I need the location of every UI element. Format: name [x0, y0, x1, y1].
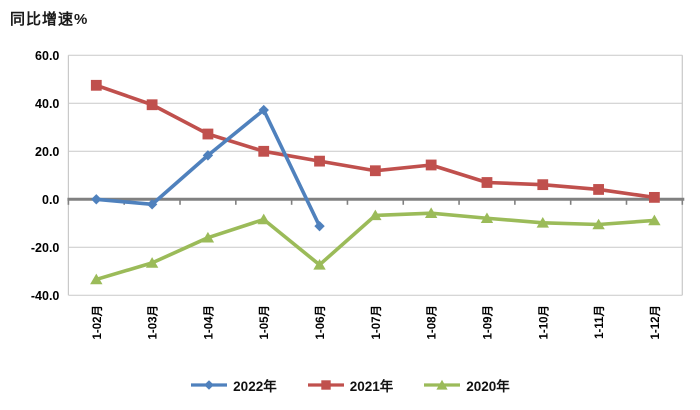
- triangle-marker-icon: [436, 379, 448, 390]
- legend-item-2021年: 2021年: [307, 375, 394, 395]
- square-marker: [202, 128, 214, 140]
- triangle-marker: [592, 218, 605, 230]
- square-marker: [369, 165, 381, 177]
- x-tick-label: 1-12月: [649, 305, 662, 340]
- diamond-marker: [314, 220, 325, 232]
- square-marker: [258, 145, 270, 157]
- square-marker: [425, 159, 437, 171]
- x-tick-label: 1-06月: [314, 305, 327, 340]
- legend-label: 2020年: [466, 379, 510, 394]
- legend-swatch: [424, 379, 461, 390]
- x-tick-label: 1-03月: [147, 305, 160, 340]
- x-tick-label: 1-07月: [370, 305, 383, 340]
- series-line-2020年: [94, 211, 657, 282]
- legend-swatch: [191, 380, 228, 390]
- x-tick-label: 1-05月: [258, 305, 271, 340]
- diamond-marker: [258, 104, 269, 116]
- square-marker-icon: [321, 380, 331, 390]
- x-tick-label: 1-02月: [91, 305, 104, 340]
- triangle-marker: [369, 209, 382, 221]
- y-tick-label: 60.0: [35, 49, 59, 63]
- diamond-marker-icon: [204, 380, 214, 390]
- x-tick-label: 1-11月: [593, 305, 606, 339]
- triangle-marker: [145, 257, 159, 268]
- diamond-marker: [202, 150, 214, 161]
- x-tick-label: 1-10月: [537, 305, 550, 340]
- square-marker: [481, 177, 493, 188]
- chart-title: 同比增速%: [10, 11, 89, 28]
- legend-item-2020年: 2020年: [423, 375, 510, 395]
- triangle-marker: [90, 273, 103, 285]
- square-marker: [593, 184, 604, 195]
- triangle-marker: [536, 217, 549, 228]
- x-tick-label: 1-09月: [481, 305, 494, 340]
- triangle-marker: [201, 231, 215, 243]
- line-chart: 60.0 40.0 20.0 0.0 -20.0 -40.0 1-02月 1-03月 1-04月…: [31, 49, 685, 340]
- x-tick-label: 1-04月: [202, 305, 215, 340]
- legend-item-2022年: 2022年: [190, 375, 277, 395]
- triangle-marker: [424, 207, 438, 219]
- y-tick-label: 0.0: [42, 193, 59, 207]
- square-marker: [648, 191, 660, 203]
- y-tick-label: -20.0: [31, 241, 60, 255]
- triangle-marker: [313, 259, 326, 270]
- legend-label: 2022年: [233, 379, 277, 394]
- square-marker: [146, 99, 158, 111]
- triangle-marker: [648, 214, 661, 226]
- square-marker: [537, 179, 549, 191]
- diamond-marker: [146, 199, 158, 210]
- diamond-marker: [91, 194, 102, 205]
- triangle-marker: [480, 212, 494, 224]
- x-tick-label: 1-08月: [426, 305, 439, 340]
- square-marker: [90, 79, 102, 91]
- y-tick-label: 40.0: [35, 97, 59, 111]
- square-marker: [314, 155, 325, 167]
- series-line-2022年: [94, 108, 322, 228]
- y-tick-label: -40.0: [31, 289, 60, 303]
- triangle-marker: [257, 213, 270, 225]
- legend-label: 2021年: [349, 379, 394, 394]
- chart-legend: 2022年 2021年 2020年: [0, 370, 700, 400]
- legend-swatch: [307, 380, 344, 390]
- y-tick-label: 20.0: [35, 145, 59, 159]
